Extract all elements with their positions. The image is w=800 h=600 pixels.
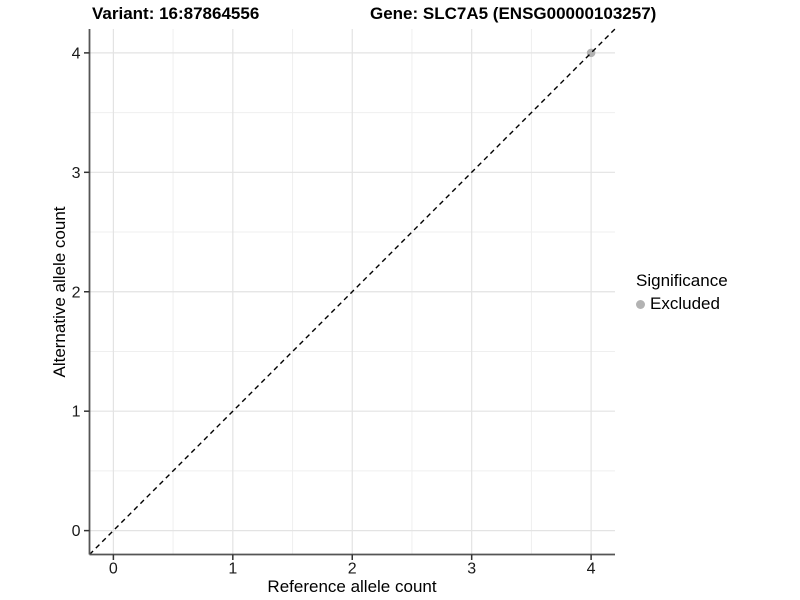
legend-entry-excluded: Excluded bbox=[636, 294, 728, 314]
y-tick-label: 3 bbox=[72, 165, 81, 182]
y-tick-label: 4 bbox=[72, 45, 81, 62]
x-tick-label: 3 bbox=[467, 561, 476, 578]
y-tick-label: 1 bbox=[72, 404, 81, 421]
legend: Significance Excluded bbox=[636, 271, 728, 314]
x-tick-label: 1 bbox=[228, 561, 237, 578]
identity-dashed-line bbox=[89, 28, 616, 555]
legend-entry-label: Excluded bbox=[650, 294, 720, 313]
x-axis-title: Reference allele count bbox=[267, 577, 437, 596]
x-tick-label: 0 bbox=[109, 561, 118, 578]
y-axis-title: Alternative allele count bbox=[50, 206, 69, 378]
x-tick-label: 2 bbox=[348, 561, 357, 578]
x-tick-label: 4 bbox=[587, 561, 596, 578]
legend-title: Significance bbox=[636, 271, 728, 290]
y-tick-label: 2 bbox=[72, 284, 81, 301]
y-tick-label: 0 bbox=[72, 523, 81, 540]
plot-title-variant: Variant: 16:87864556 bbox=[92, 4, 260, 23]
plot-title-gene: Gene: SLC7A5 (ENSG00000103257) bbox=[370, 4, 657, 23]
legend-key-dot-icon bbox=[636, 299, 645, 309]
